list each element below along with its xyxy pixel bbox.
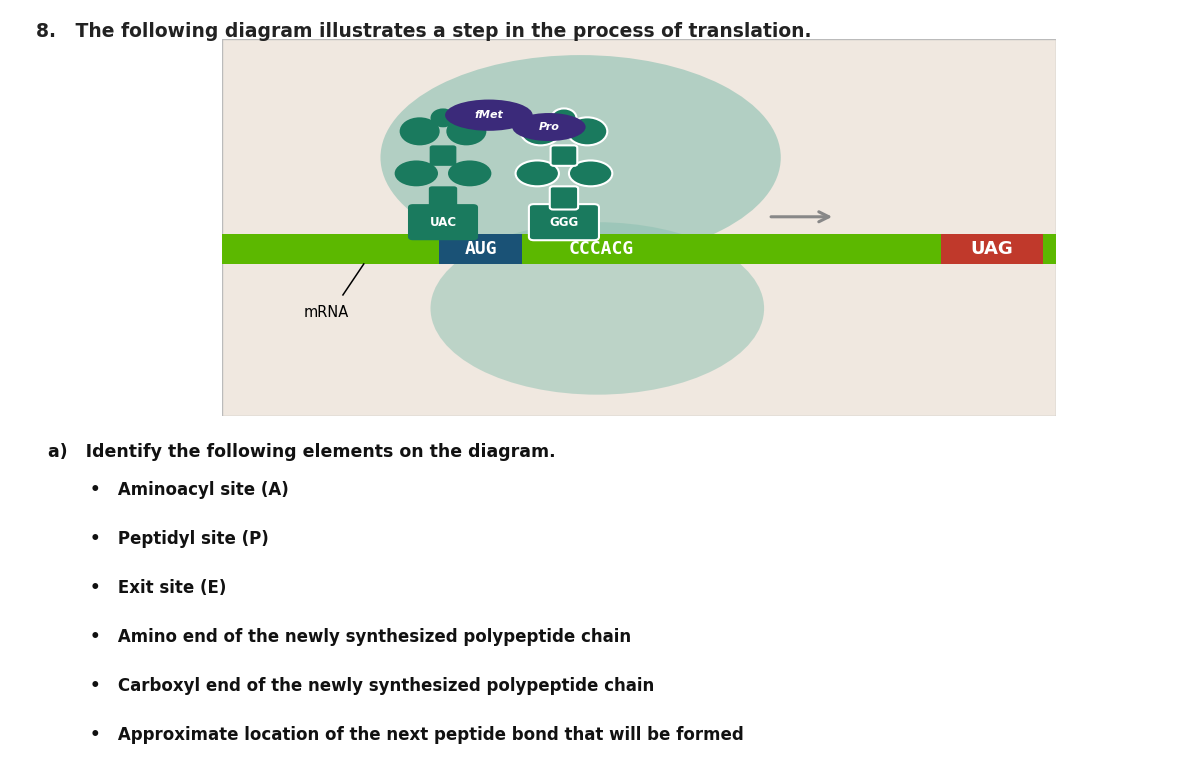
Ellipse shape: [431, 108, 456, 128]
FancyBboxPatch shape: [551, 145, 577, 166]
Text: •   Aminoacyl site (A): • Aminoacyl site (A): [90, 481, 289, 499]
Text: UAG: UAG: [971, 240, 1013, 258]
Ellipse shape: [445, 100, 533, 131]
FancyBboxPatch shape: [428, 186, 457, 209]
Text: mRNA: mRNA: [304, 305, 349, 321]
Text: 8.   The following diagram illustrates a step in the process of translation.: 8. The following diagram illustrates a s…: [36, 22, 811, 40]
Ellipse shape: [431, 223, 764, 394]
Ellipse shape: [568, 117, 607, 145]
Ellipse shape: [400, 117, 439, 145]
Ellipse shape: [521, 117, 560, 145]
Ellipse shape: [569, 160, 612, 186]
Ellipse shape: [448, 160, 491, 186]
Bar: [439, 234, 522, 264]
Text: •   Carboxyl end of the newly synthesized polypeptide chain: • Carboxyl end of the newly synthesized …: [90, 677, 654, 695]
Ellipse shape: [380, 55, 781, 260]
Text: •   Approximate location of the next peptide bond that will be formed: • Approximate location of the next pepti…: [90, 726, 744, 744]
Text: AUG: AUG: [464, 240, 497, 258]
FancyBboxPatch shape: [430, 145, 456, 166]
Text: UAC: UAC: [430, 216, 456, 229]
Text: GGG: GGG: [550, 216, 578, 229]
FancyBboxPatch shape: [529, 204, 599, 240]
FancyBboxPatch shape: [408, 204, 478, 240]
Ellipse shape: [516, 160, 559, 186]
Bar: [941, 234, 1043, 264]
Text: •   Exit site (E): • Exit site (E): [90, 579, 227, 597]
Text: CCCACG: CCCACG: [569, 240, 634, 258]
Ellipse shape: [446, 117, 486, 145]
Ellipse shape: [395, 160, 438, 186]
Text: Pro: Pro: [539, 122, 559, 132]
Text: •   Amino end of the newly synthesized polypeptide chain: • Amino end of the newly synthesized pol…: [90, 628, 631, 646]
Text: •   Peptidyl site (P): • Peptidyl site (P): [90, 530, 269, 548]
Bar: [218, 234, 1060, 264]
Ellipse shape: [512, 113, 586, 141]
FancyBboxPatch shape: [550, 186, 578, 209]
Text: fMet: fMet: [474, 110, 503, 120]
Text: a)   Identify the following elements on the diagram.: a) Identify the following elements on th…: [48, 443, 556, 461]
Ellipse shape: [552, 108, 576, 128]
